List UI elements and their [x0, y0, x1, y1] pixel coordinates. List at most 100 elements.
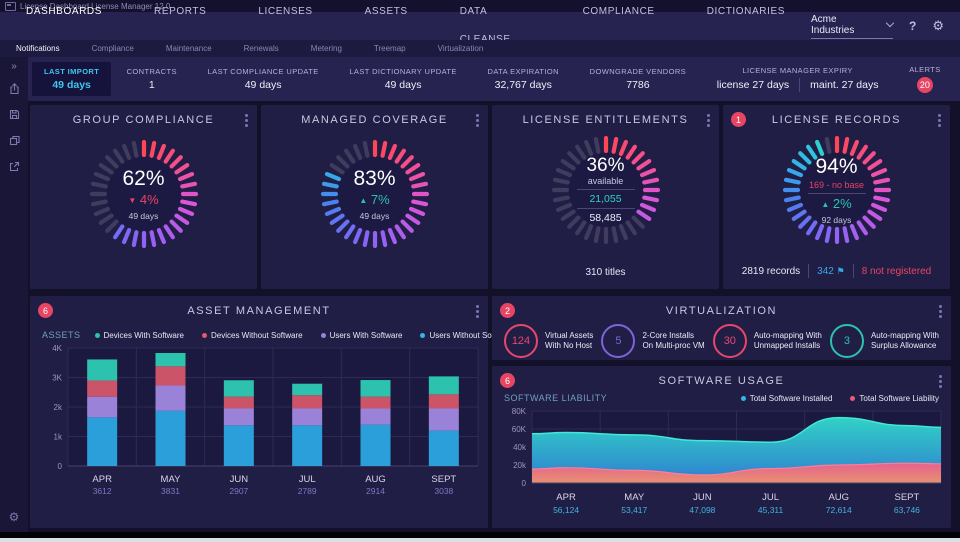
- kebab-dot: [939, 375, 942, 378]
- notification-badge: 6: [38, 303, 53, 318]
- share-icon[interactable]: [0, 75, 28, 101]
- stat-circle: 30: [712, 324, 747, 358]
- svg-text:SEPT: SEPT: [895, 492, 920, 503]
- subnav-item-compliance[interactable]: Compliance: [91, 44, 134, 53]
- alerts-count-badge[interactable]: 20: [916, 77, 933, 93]
- gauge-percent: 36%: [586, 154, 625, 176]
- window-title: License Dashboard License Manager 12.0: [20, 1, 171, 11]
- card-menu-kebab-icon[interactable]: [939, 305, 942, 318]
- sidebar-expand-button[interactable]: »: [11, 60, 17, 72]
- svg-text:SEPT: SEPT: [431, 474, 456, 485]
- card-menu-kebab-icon[interactable]: [245, 114, 248, 127]
- svg-text:40k: 40k: [513, 443, 527, 452]
- svg-text:2789: 2789: [298, 486, 317, 496]
- card-title: GROUP COMPLIANCE: [72, 114, 215, 126]
- subnav-item-virtualization[interactable]: Virtualization: [437, 44, 484, 53]
- open-external-icon[interactable]: [0, 153, 28, 179]
- save-icon[interactable]: [0, 101, 28, 127]
- subnav-item-treemap[interactable]: Treemap: [373, 44, 406, 53]
- stat-last-import[interactable]: LAST IMPORT 49 days: [32, 62, 112, 96]
- svg-text:1k: 1k: [54, 433, 63, 442]
- card-menu-kebab-icon[interactable]: [476, 305, 479, 318]
- nav-item-data-cleanse[interactable]: DATA CLEANSE: [459, 6, 510, 45]
- svg-text:MAY: MAY: [161, 474, 182, 485]
- card-title: ASSET MANAGEMENT: [187, 305, 331, 317]
- svg-text:JUN: JUN: [693, 492, 712, 503]
- subnav-item-metering[interactable]: Metering: [310, 44, 342, 53]
- stat-value-part: license 27 days: [716, 79, 790, 91]
- sidebar-settings-gear-icon[interactable]: ⚙: [8, 510, 20, 524]
- gauge-denominator: 58,485: [589, 212, 622, 225]
- virtualization-stat: 30 Auto-mapping With Unmapped Installs: [712, 324, 822, 358]
- software-area-chart: 80K 60K 40k 20k 0 APR 56,124 MAY 53,417 JUN 47,098…: [512, 407, 942, 515]
- nav-item-compliance[interactable]: COMPLIANCE: [582, 6, 655, 17]
- gauge-available-label: available: [576, 176, 635, 191]
- card-menu-kebab-icon[interactable]: [939, 375, 942, 388]
- nav-item-reports[interactable]: REPORTS: [154, 6, 207, 17]
- subnav-item-renewals[interactable]: Renewals: [243, 44, 279, 53]
- stat-label: LAST DICTIONARY UPDATE: [349, 67, 457, 76]
- gauge-delta: ▲ 7%: [359, 192, 389, 207]
- gauge-center-text: 62% ▼ 4% 49 days: [86, 136, 202, 252]
- legend-item[interactable]: Total Software Installed: [740, 394, 832, 403]
- nav-item-dashboards[interactable]: DASHBOARDS: [26, 6, 103, 17]
- kebab-dot: [476, 305, 479, 308]
- kebab-dot: [476, 310, 479, 313]
- app-window-icon: [5, 1, 16, 11]
- card-menu-kebab-icon[interactable]: [476, 114, 479, 127]
- legend-item[interactable]: Devices Without Software: [201, 331, 303, 340]
- chevron-down-icon: [885, 18, 895, 28]
- nav-item-licenses[interactable]: LICENSES: [258, 6, 313, 17]
- gauge-percent: 62%: [122, 166, 165, 190]
- svg-text:JUN: JUN: [230, 474, 249, 485]
- copy-icon[interactable]: [0, 127, 28, 153]
- legend-item[interactable]: Users Without Software: [420, 331, 514, 340]
- stat-value: license 27 days maint. 27 days: [714, 78, 880, 92]
- card-menu-kebab-icon[interactable]: [707, 114, 710, 127]
- org-selector[interactable]: Acme Industries: [811, 14, 895, 39]
- asset-legend-row: ASSETS Devices With Software Devices Witho…: [42, 330, 514, 340]
- card-menu-kebab-icon[interactable]: [938, 114, 941, 127]
- nav-item-assets[interactable]: ASSETS: [364, 6, 408, 17]
- radial-gauge: 94% 169 - no base ▲ 2% 92 days: [779, 132, 895, 248]
- not-registered-count: 8 not registered: [861, 265, 932, 277]
- stat-circle: 124: [504, 324, 538, 358]
- arrow-down-icon: ▼: [128, 196, 137, 206]
- gauge-center-text: 83% ▲ 7% 49 days: [317, 136, 433, 252]
- stat-label: CONTRACTS: [126, 67, 177, 76]
- virtualization-stat: 5 2-Core Installs On Multi-proc VM: [601, 324, 705, 358]
- notification-badge: 1: [731, 112, 746, 127]
- legend-item[interactable]: Devices With Software: [94, 331, 184, 340]
- radial-gauge: 62% ▼ 4% 49 days: [86, 136, 202, 252]
- kebab-dot: [938, 114, 941, 117]
- stat-label: LICENSE MANAGER EXPIRY: [742, 66, 853, 75]
- kebab-dot: [939, 380, 942, 383]
- kebab-dot: [707, 119, 710, 122]
- stat-license-manager-expiry: LICENSE MANAGER EXPIRY license 27 days mai…: [701, 66, 893, 92]
- card-title: LICENSE RECORDS: [771, 114, 902, 126]
- svg-text:3831: 3831: [161, 486, 180, 496]
- legend-label: Total Software Liability: [859, 393, 939, 403]
- svg-text:80K: 80K: [512, 407, 527, 416]
- stat-downgrade-vendors: DOWNGRADE VENDORS 7786: [574, 67, 701, 91]
- stat-label: Auto-mapping With Unmapped Installs: [753, 331, 822, 350]
- card-footer-text: 310 titles: [585, 267, 626, 278]
- svg-text:3038: 3038: [434, 486, 453, 496]
- help-button[interactable]: ?: [909, 19, 917, 33]
- settings-gear-icon[interactable]: ⚙: [932, 18, 944, 33]
- radial-gauge: 36% available 21,055 58,485: [548, 132, 664, 248]
- gauge-days: 92 days: [821, 214, 852, 225]
- stat-label: Auto-mapping With Surplus Allowance: [870, 331, 939, 350]
- legend-item[interactable]: Total Software Liability: [850, 394, 939, 403]
- nav-item-dictionaries[interactable]: DICTIONARIES: [706, 6, 786, 17]
- subnav-item-maintenance[interactable]: Maintenance: [165, 44, 212, 53]
- legend-label: Users With Software: [329, 330, 403, 340]
- subnav-item-notifications[interactable]: Notifications: [16, 44, 60, 53]
- legend-dot-icon: [201, 332, 207, 338]
- legend-item[interactable]: Users With Software: [320, 330, 403, 340]
- svg-text:0: 0: [522, 479, 527, 488]
- kebab-dot: [245, 124, 248, 127]
- gauge-delta-value: 2%: [832, 195, 852, 211]
- stat-label: Virtual Assets With No Host: [545, 331, 594, 350]
- gauge-delta: ▼ 4%: [128, 192, 158, 207]
